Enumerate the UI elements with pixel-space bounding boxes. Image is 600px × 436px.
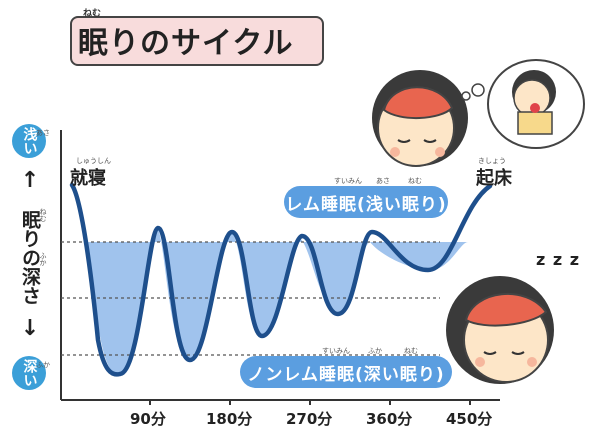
nonrem-ruby-1: すいみん — [322, 347, 350, 355]
page-title: 眠りのサイクル — [78, 26, 294, 61]
deep-badge-label: 深い — [21, 359, 38, 387]
title-ruby: ねむ — [83, 9, 102, 19]
end-ruby: きしょう — [478, 157, 506, 165]
sleeping-girl-illustration — [446, 276, 554, 384]
deep-badge: 深い — [12, 356, 46, 390]
x-tick-90: 90分 — [130, 410, 166, 428]
nonrem-ruby-2: ふか — [368, 347, 382, 355]
shallow-badge-label: 浅い — [21, 127, 38, 155]
sleep-z-icon: z z z — [536, 250, 581, 269]
x-tick-450: 450分 — [446, 410, 493, 428]
rem-sleep-label: レム睡眠(浅い眠り) — [284, 186, 448, 218]
sleep-curve — [69, 182, 493, 377]
rem-ruby-1: すいみん — [334, 177, 362, 185]
end-label: 起床 — [476, 168, 512, 189]
x-tick-270: 270分 — [286, 410, 333, 428]
x-tick-360: 360分 — [366, 410, 413, 428]
nonrem-sleep-label: ノンレム睡眠(深い眠り) — [240, 356, 452, 388]
depth-ruby-1: ねむ — [39, 208, 47, 222]
start-ruby: しゅうしん — [76, 157, 111, 165]
nonrem-shaded-area — [88, 228, 370, 374]
deep-badge-ruby: ふか — [36, 361, 50, 369]
depth-ruby-2: ふか — [39, 252, 47, 266]
start-label: 就寝 — [70, 168, 106, 189]
arrow-up-icon: ↑ — [20, 168, 40, 193]
dreaming-girl-illustration — [372, 59, 585, 167]
rem-ruby-3: ねむ — [408, 177, 422, 185]
rem-ruby-2: あさ — [376, 177, 390, 185]
x-tick-180: 180分 — [206, 410, 253, 428]
rem-sleep-text: レム睡眠(浅い眠り) — [285, 194, 447, 215]
nonrem-ruby-3: ねむ — [404, 347, 418, 355]
depth-label: 眠りの深さ — [19, 209, 41, 305]
shallow-badge-ruby: あさ — [36, 129, 50, 137]
shallow-badge: 浅い — [12, 124, 46, 158]
title-box — [70, 16, 324, 66]
nonrem-sleep-text: ノンレム睡眠(深い眠り) — [247, 364, 445, 385]
arrow-down-icon: ↓ — [20, 316, 40, 341]
